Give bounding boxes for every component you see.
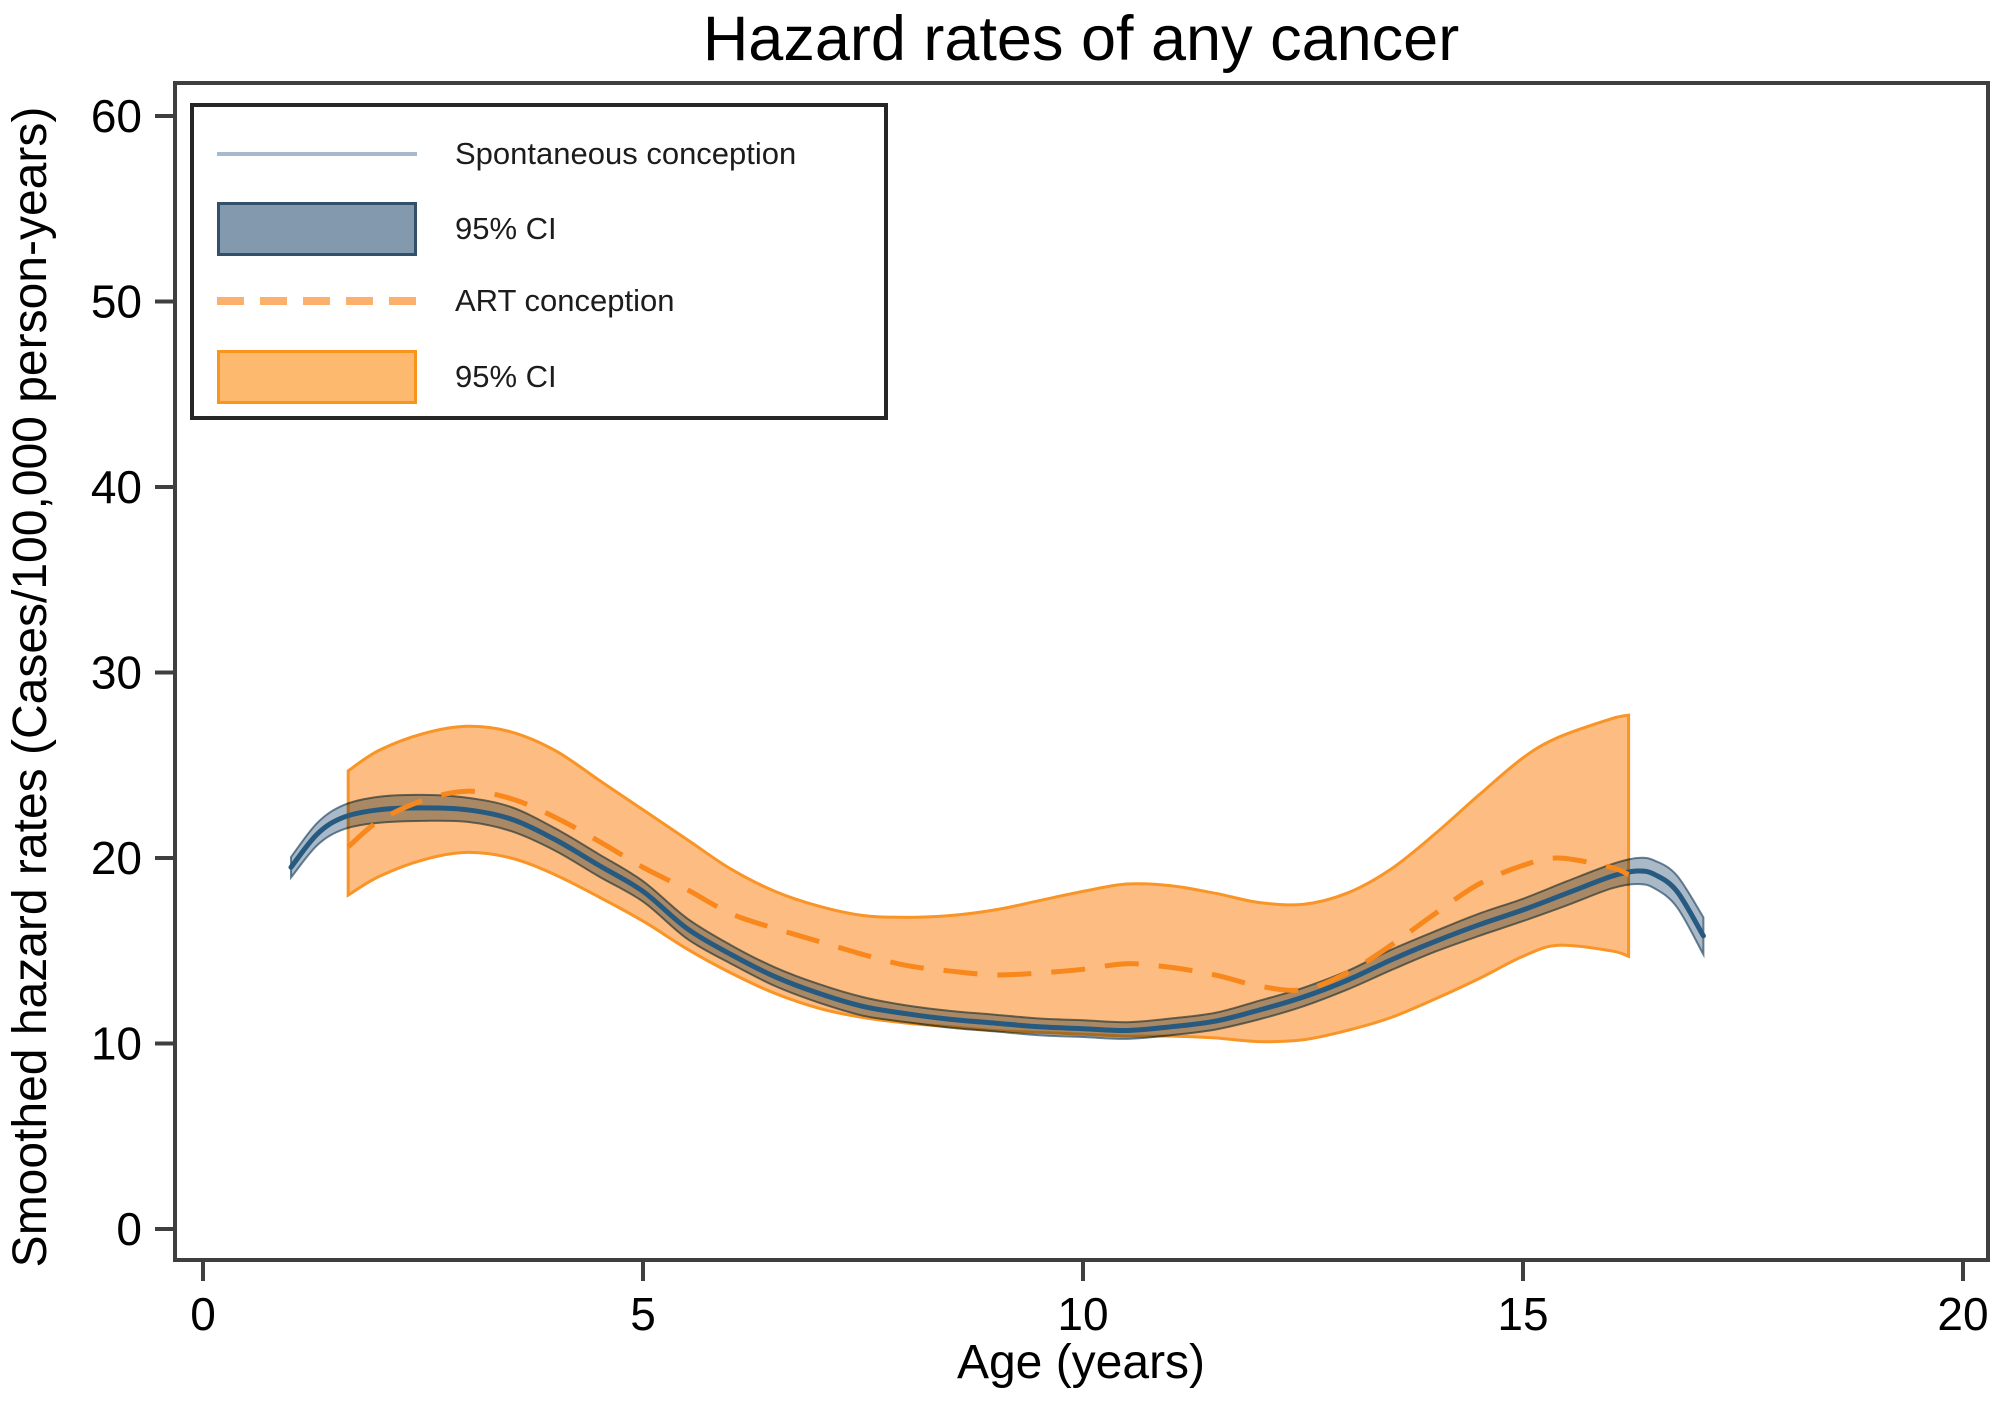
x-tick-label: 0 — [190, 1288, 216, 1340]
legend-label: ART conception — [455, 283, 675, 318]
legend-label: 95% CI — [455, 359, 557, 394]
art-line — [346, 788, 1630, 993]
legend-item-spontaneous-ci: 95% CI — [194, 202, 884, 256]
y-axis-label: Smoothed hazard rates (Cases/100,000 per… — [4, 107, 57, 1268]
y-tick-label: 60 — [91, 90, 142, 142]
legend-label: 95% CI — [455, 211, 557, 246]
chart-title: Hazard rates of any cancer — [703, 4, 1459, 74]
spontaneous-line-swatch-icon — [217, 152, 417, 156]
legend-item-spontaneous: Spontaneous conception — [194, 127, 884, 181]
legend-label: Spontaneous conception — [455, 136, 797, 171]
art-dash-swatch-icon — [217, 297, 417, 305]
spontaneous-ci-swatch-icon — [217, 202, 417, 256]
art-ci-band — [346, 713, 1631, 1044]
y-tick-label: 50 — [91, 276, 142, 328]
axis-ticks-layer — [155, 114, 1965, 1281]
x-tick-label: 20 — [1937, 1288, 1988, 1340]
x-tick-label: 5 — [630, 1288, 656, 1340]
y-tick-label: 0 — [116, 1203, 142, 1255]
y-tick-label: 10 — [91, 1018, 142, 1070]
y-tick-label: 20 — [91, 832, 142, 884]
legend-item-art-ci: 95% CI — [194, 350, 884, 404]
spontaneous-line — [288, 805, 1706, 1034]
y-tick-label: 40 — [91, 461, 142, 513]
y-tick-label: 30 — [91, 647, 142, 699]
x-tick-label: 10 — [1057, 1288, 1108, 1340]
ci-bands-layer — [290, 713, 1705, 1044]
x-axis-label: Age (years) — [957, 1336, 1205, 1389]
art-ci-swatch-icon — [217, 350, 417, 404]
tick-labels-layer: 0 10 20 30 40 50 60 0 5 10 15 20 — [91, 90, 1989, 1340]
legend-item-art: ART conception — [194, 274, 884, 328]
legend: Spontaneous conception 95% CI ART concep… — [190, 103, 888, 420]
x-tick-label: 15 — [1497, 1288, 1548, 1340]
series-lines-layer — [288, 788, 1706, 1034]
